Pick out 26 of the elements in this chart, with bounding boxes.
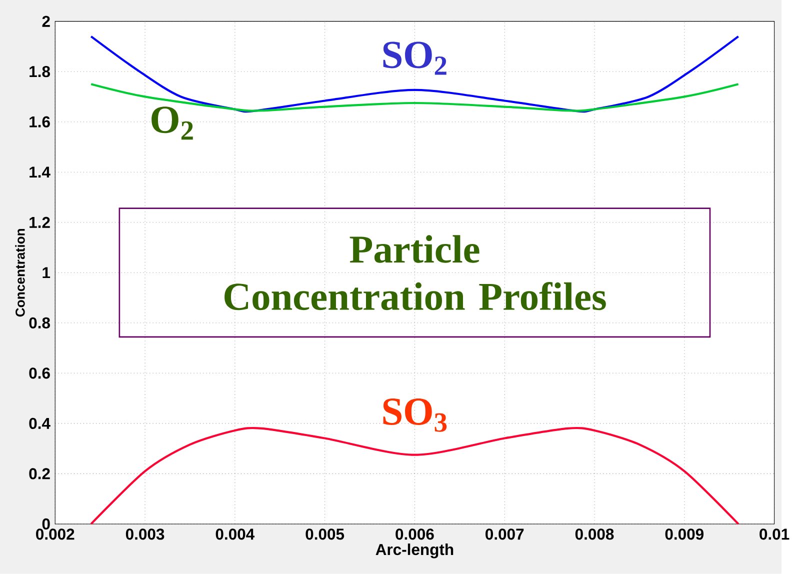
y-tick-label: 1.4 <box>30 166 50 178</box>
x-tick-label: 0.01 <box>760 528 790 540</box>
x-axis-title: Arc-length <box>376 544 454 558</box>
x-tick-label: 0.009 <box>665 528 704 540</box>
x-tick-label: 0.002 <box>36 528 74 540</box>
y-axis-title: Concentration <box>15 229 25 317</box>
y-tick-label: 0.8 <box>29 317 50 329</box>
x-tick-label: 0.007 <box>486 528 524 540</box>
x-tick-label: 0.008 <box>575 528 614 540</box>
y-tick-label: 0.6 <box>29 368 50 379</box>
y-tick-label: 0 <box>42 518 50 530</box>
x-tick-label: 0.006 <box>396 528 434 540</box>
y-tick-label: 1.8 <box>30 66 50 78</box>
y-tick-label: 2 <box>42 16 50 27</box>
x-tick-label: 0.004 <box>216 528 255 540</box>
y-tick-label: 1 <box>42 267 50 278</box>
series-label: SO$_{2}$ <box>383 42 446 75</box>
x-tick-label: 0.005 <box>306 528 344 540</box>
series-label: O$_{2}$ <box>152 106 193 140</box>
y-tick-label: 0.4 <box>29 418 50 430</box>
text: Particle Concentration Profiles <box>224 235 606 310</box>
y-tick-label: 0.2 <box>29 468 50 480</box>
y-tick-label: 1.6 <box>30 116 50 128</box>
y-tick-label: 1.2 <box>30 216 50 228</box>
series-label: SO$_{3}$ <box>383 398 447 432</box>
x-tick-label: 0.003 <box>126 528 164 540</box>
